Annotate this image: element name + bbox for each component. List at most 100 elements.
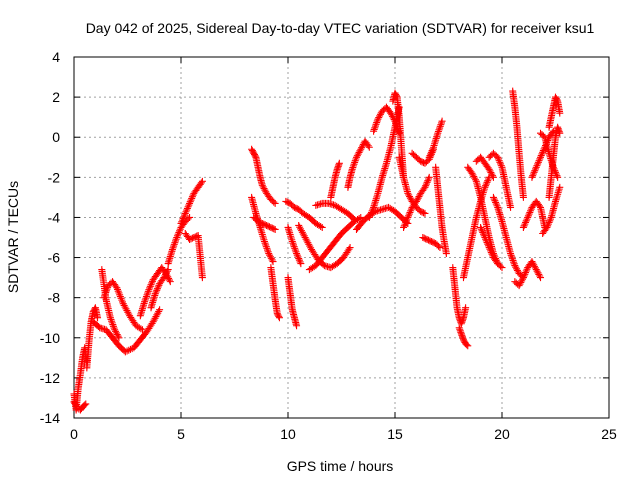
data-point bbox=[94, 314, 102, 322]
data-point bbox=[402, 217, 410, 225]
data-point bbox=[82, 400, 90, 408]
data-point bbox=[482, 237, 490, 245]
data-point bbox=[142, 294, 150, 302]
data-point bbox=[519, 275, 527, 283]
data-point bbox=[358, 144, 366, 152]
data-point bbox=[533, 162, 541, 170]
data-point bbox=[415, 193, 423, 201]
data-point bbox=[169, 244, 177, 252]
data-point bbox=[442, 250, 450, 258]
data-point bbox=[187, 196, 195, 204]
data-point bbox=[392, 92, 400, 100]
y-tick-label: 0 bbox=[52, 129, 60, 145]
data-point bbox=[535, 270, 543, 278]
data-point bbox=[484, 240, 492, 248]
data-point bbox=[197, 179, 205, 187]
data-point bbox=[484, 242, 492, 250]
data-point bbox=[183, 206, 191, 214]
data-point bbox=[354, 150, 362, 158]
data-point bbox=[405, 210, 413, 218]
data-point bbox=[260, 185, 268, 193]
data-point bbox=[370, 125, 378, 133]
data-point bbox=[556, 183, 564, 191]
data-point bbox=[119, 298, 127, 306]
data-point bbox=[526, 208, 534, 216]
data-point bbox=[70, 398, 78, 406]
data-point bbox=[422, 182, 430, 190]
data-point bbox=[179, 214, 187, 222]
data-point bbox=[351, 157, 359, 165]
data-point bbox=[108, 319, 116, 327]
data-point bbox=[462, 304, 470, 312]
data-point bbox=[352, 155, 360, 163]
data-point bbox=[121, 348, 129, 356]
data-point bbox=[186, 198, 194, 206]
data-point bbox=[155, 307, 163, 315]
data-point bbox=[422, 180, 430, 188]
data-point bbox=[264, 246, 272, 254]
data-point bbox=[367, 210, 375, 218]
data-point bbox=[510, 260, 518, 268]
data-point bbox=[406, 194, 414, 202]
data-point bbox=[173, 234, 181, 241]
data-point bbox=[427, 148, 435, 156]
data-point bbox=[400, 222, 408, 230]
data-point bbox=[420, 209, 428, 217]
data-point bbox=[166, 278, 174, 286]
data-point bbox=[498, 264, 506, 272]
data-point bbox=[497, 262, 505, 270]
data-point bbox=[510, 258, 518, 266]
y-tick-label: 4 bbox=[52, 49, 60, 65]
data-point bbox=[147, 281, 155, 289]
y-axis-label: SDTVAR / TECUs bbox=[5, 181, 21, 293]
data-point bbox=[488, 250, 496, 258]
data-point bbox=[421, 209, 429, 217]
data-point bbox=[494, 155, 502, 163]
data-point bbox=[318, 223, 326, 231]
data-point bbox=[367, 208, 375, 216]
data-point bbox=[521, 270, 529, 278]
data-point bbox=[435, 126, 443, 134]
data-point bbox=[515, 282, 523, 290]
data-point bbox=[531, 167, 539, 175]
data-point bbox=[483, 178, 491, 186]
data-point bbox=[154, 283, 162, 291]
data-point bbox=[508, 253, 516, 261]
data-point bbox=[293, 251, 301, 259]
data-point bbox=[266, 253, 274, 261]
data-point bbox=[350, 215, 358, 223]
data-point bbox=[293, 322, 301, 330]
data-point bbox=[478, 227, 486, 235]
data-point bbox=[116, 293, 124, 301]
data-point bbox=[160, 274, 168, 282]
data-point bbox=[489, 193, 497, 201]
data-point bbox=[176, 225, 184, 233]
data-point bbox=[530, 168, 538, 176]
y-tick-label: -14 bbox=[40, 410, 60, 426]
data-point bbox=[464, 342, 472, 350]
data-point bbox=[171, 239, 179, 247]
data-point bbox=[198, 274, 206, 282]
data-point bbox=[556, 129, 564, 137]
data-point bbox=[376, 110, 384, 118]
data-point bbox=[371, 124, 379, 132]
data-point bbox=[349, 162, 357, 170]
data-point bbox=[126, 345, 134, 353]
data-point bbox=[114, 285, 122, 293]
data-point bbox=[496, 158, 504, 166]
data-point bbox=[261, 239, 269, 247]
data-point bbox=[165, 274, 173, 282]
data-points bbox=[70, 87, 564, 414]
data-point bbox=[485, 165, 493, 173]
data-point bbox=[529, 259, 537, 267]
data-point bbox=[112, 327, 120, 335]
data-point bbox=[537, 153, 545, 161]
data-point bbox=[141, 296, 149, 304]
data-point bbox=[435, 242, 443, 250]
data-point bbox=[524, 213, 532, 221]
data-point bbox=[407, 207, 415, 215]
data-point bbox=[370, 127, 378, 135]
data-point bbox=[115, 334, 123, 342]
data-point bbox=[188, 194, 196, 202]
data-point bbox=[482, 180, 490, 188]
